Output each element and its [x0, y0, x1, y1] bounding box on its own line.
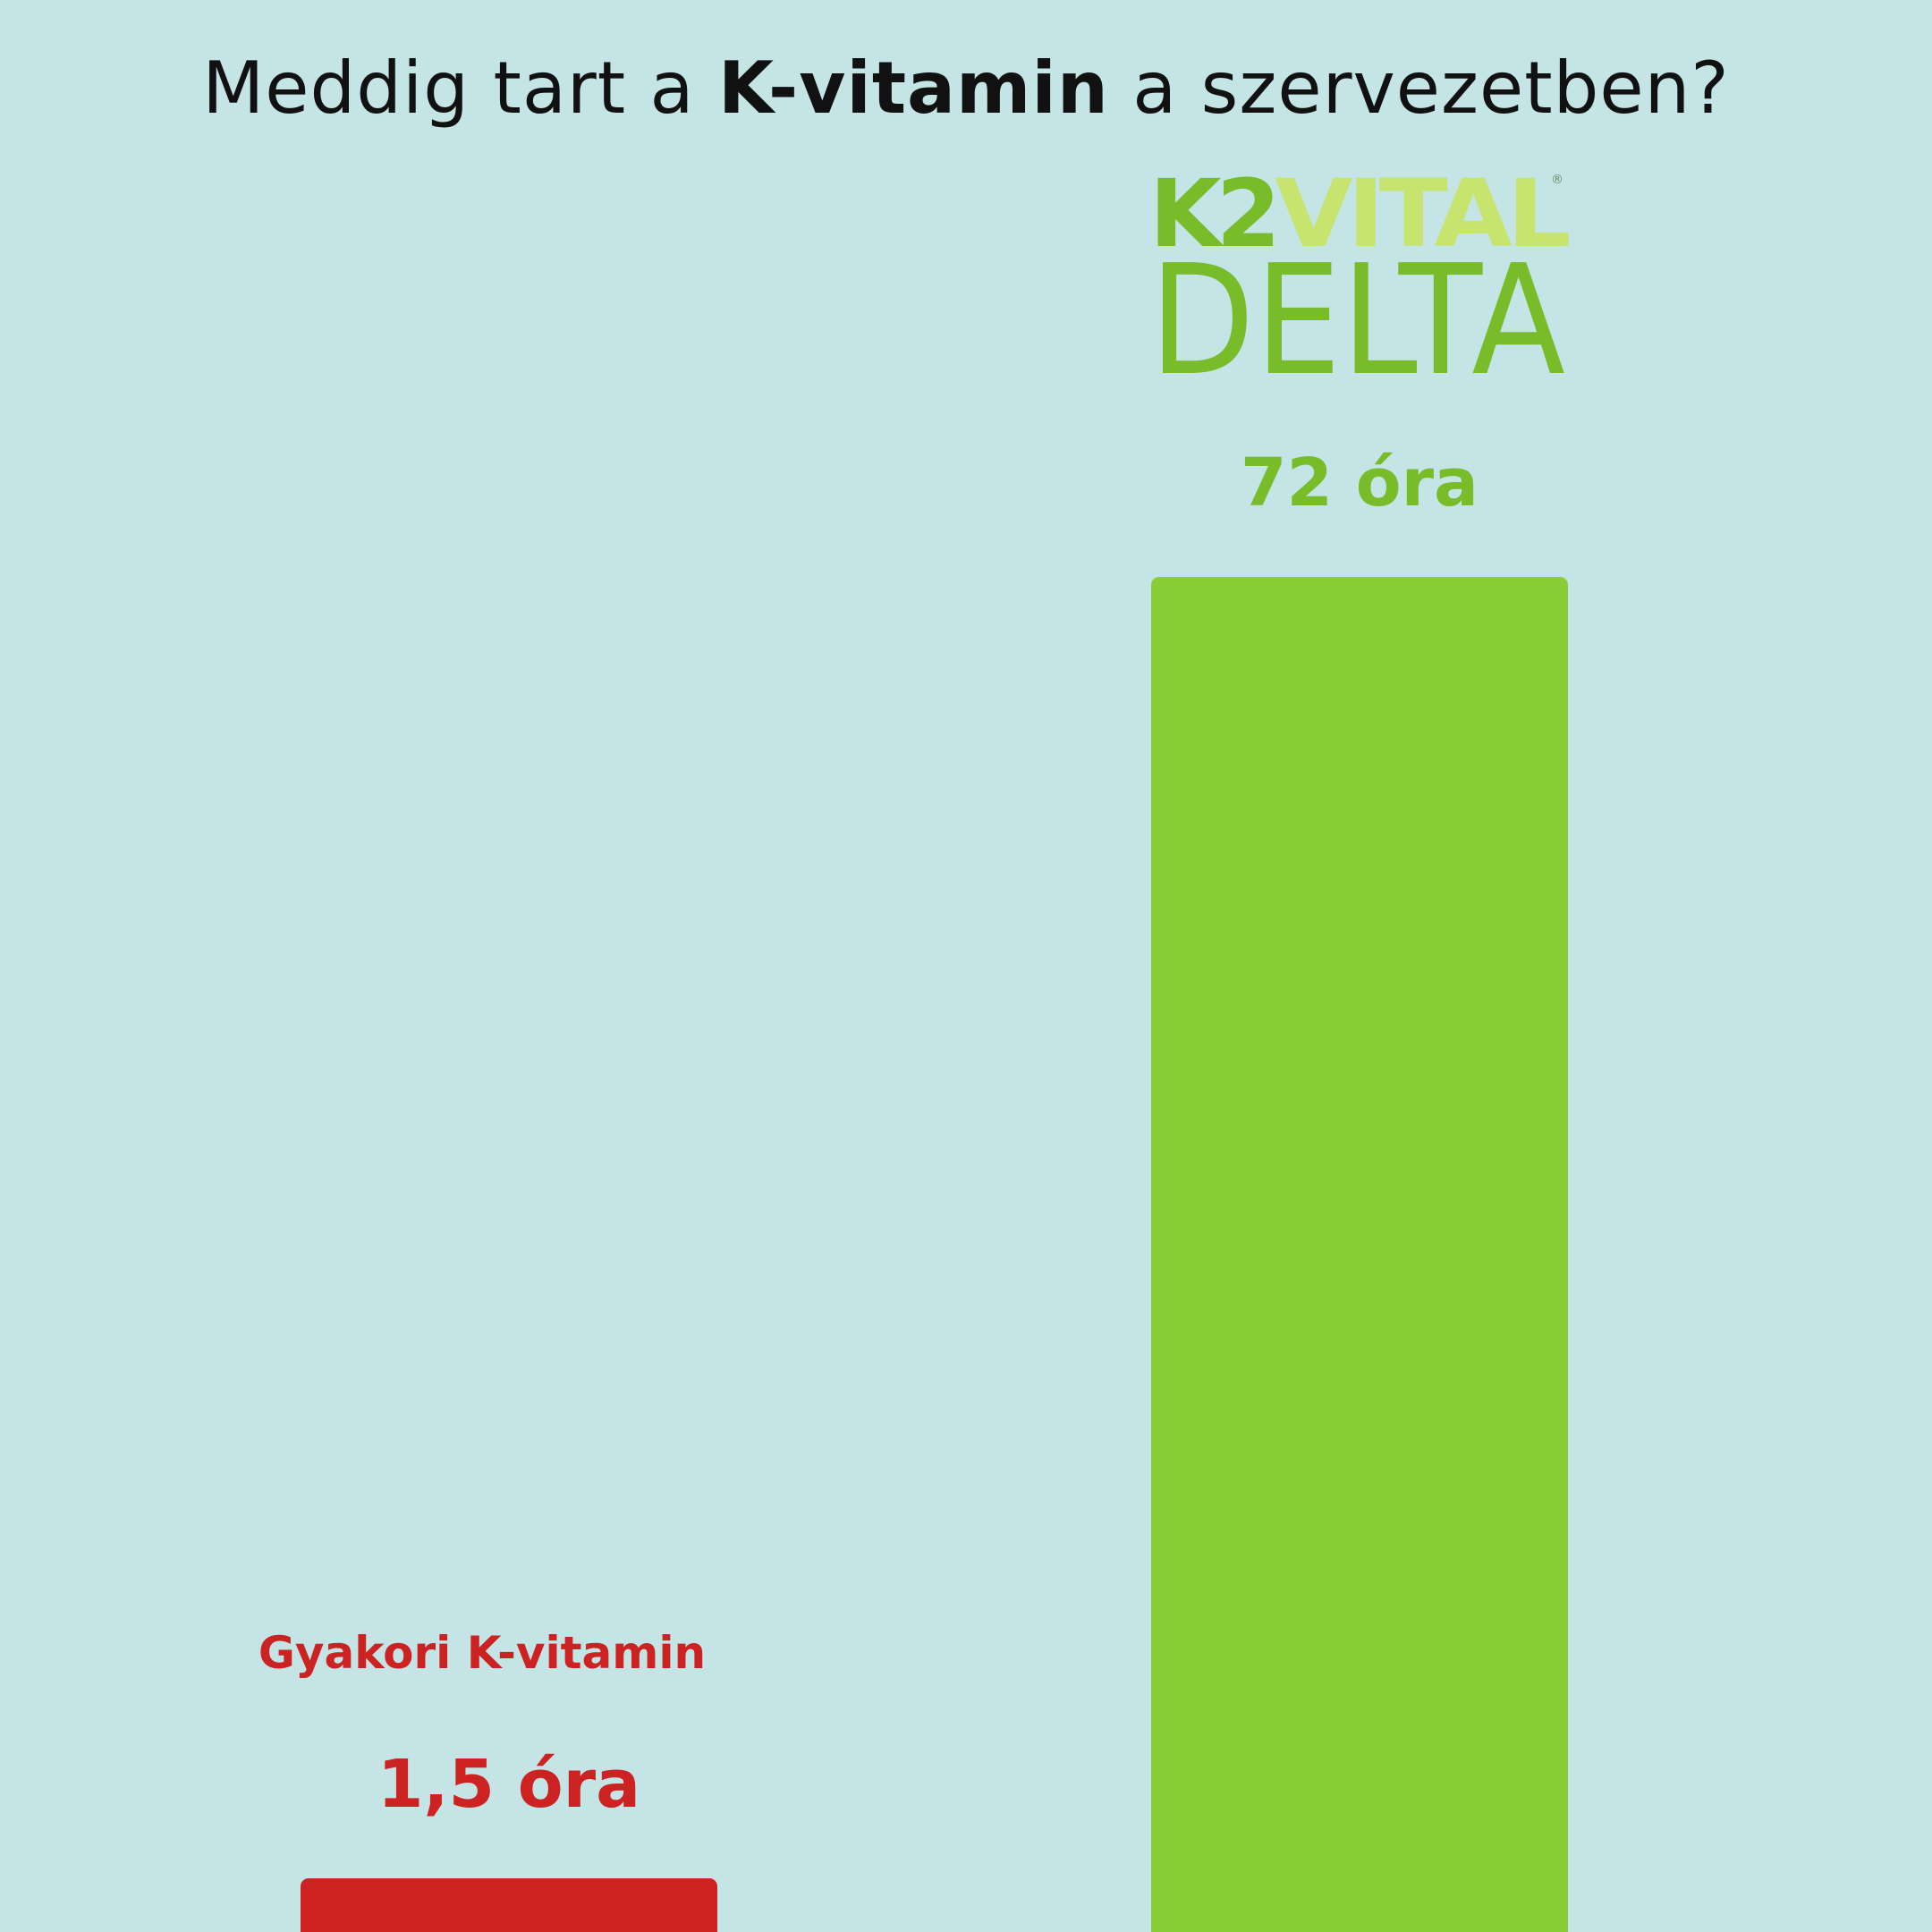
category-label-gyakori-k-vitamin: Gyakori K-vitamin	[258, 1627, 706, 1679]
value-label-k2vital-delta: 72 óra	[1241, 445, 1479, 521]
logo-k2-text: K2	[1149, 165, 1275, 268]
title-suffix: a szervezetben?	[1132, 47, 1730, 130]
logo-registered-mark: ®	[1551, 173, 1563, 187]
value-label-gyakori-k-vitamin: 1,5 óra	[377, 1746, 640, 1823]
bar-k2vital-delta	[1151, 577, 1568, 1932]
logo-delta-text: DELTA	[1149, 233, 1565, 380]
bar-gyakori-k-vitamin	[301, 1878, 717, 1932]
logo-vital-text: VITAL	[1275, 165, 1569, 268]
k2vital-delta-logo: K2 VITAL ® DELTA	[1149, 165, 1570, 380]
title-prefix: Meddig tart a	[202, 47, 695, 130]
title-bold: K-vitamin	[718, 47, 1109, 130]
chart-title: Meddig tart a K-vitamin a szervezetben?	[0, 47, 1932, 130]
